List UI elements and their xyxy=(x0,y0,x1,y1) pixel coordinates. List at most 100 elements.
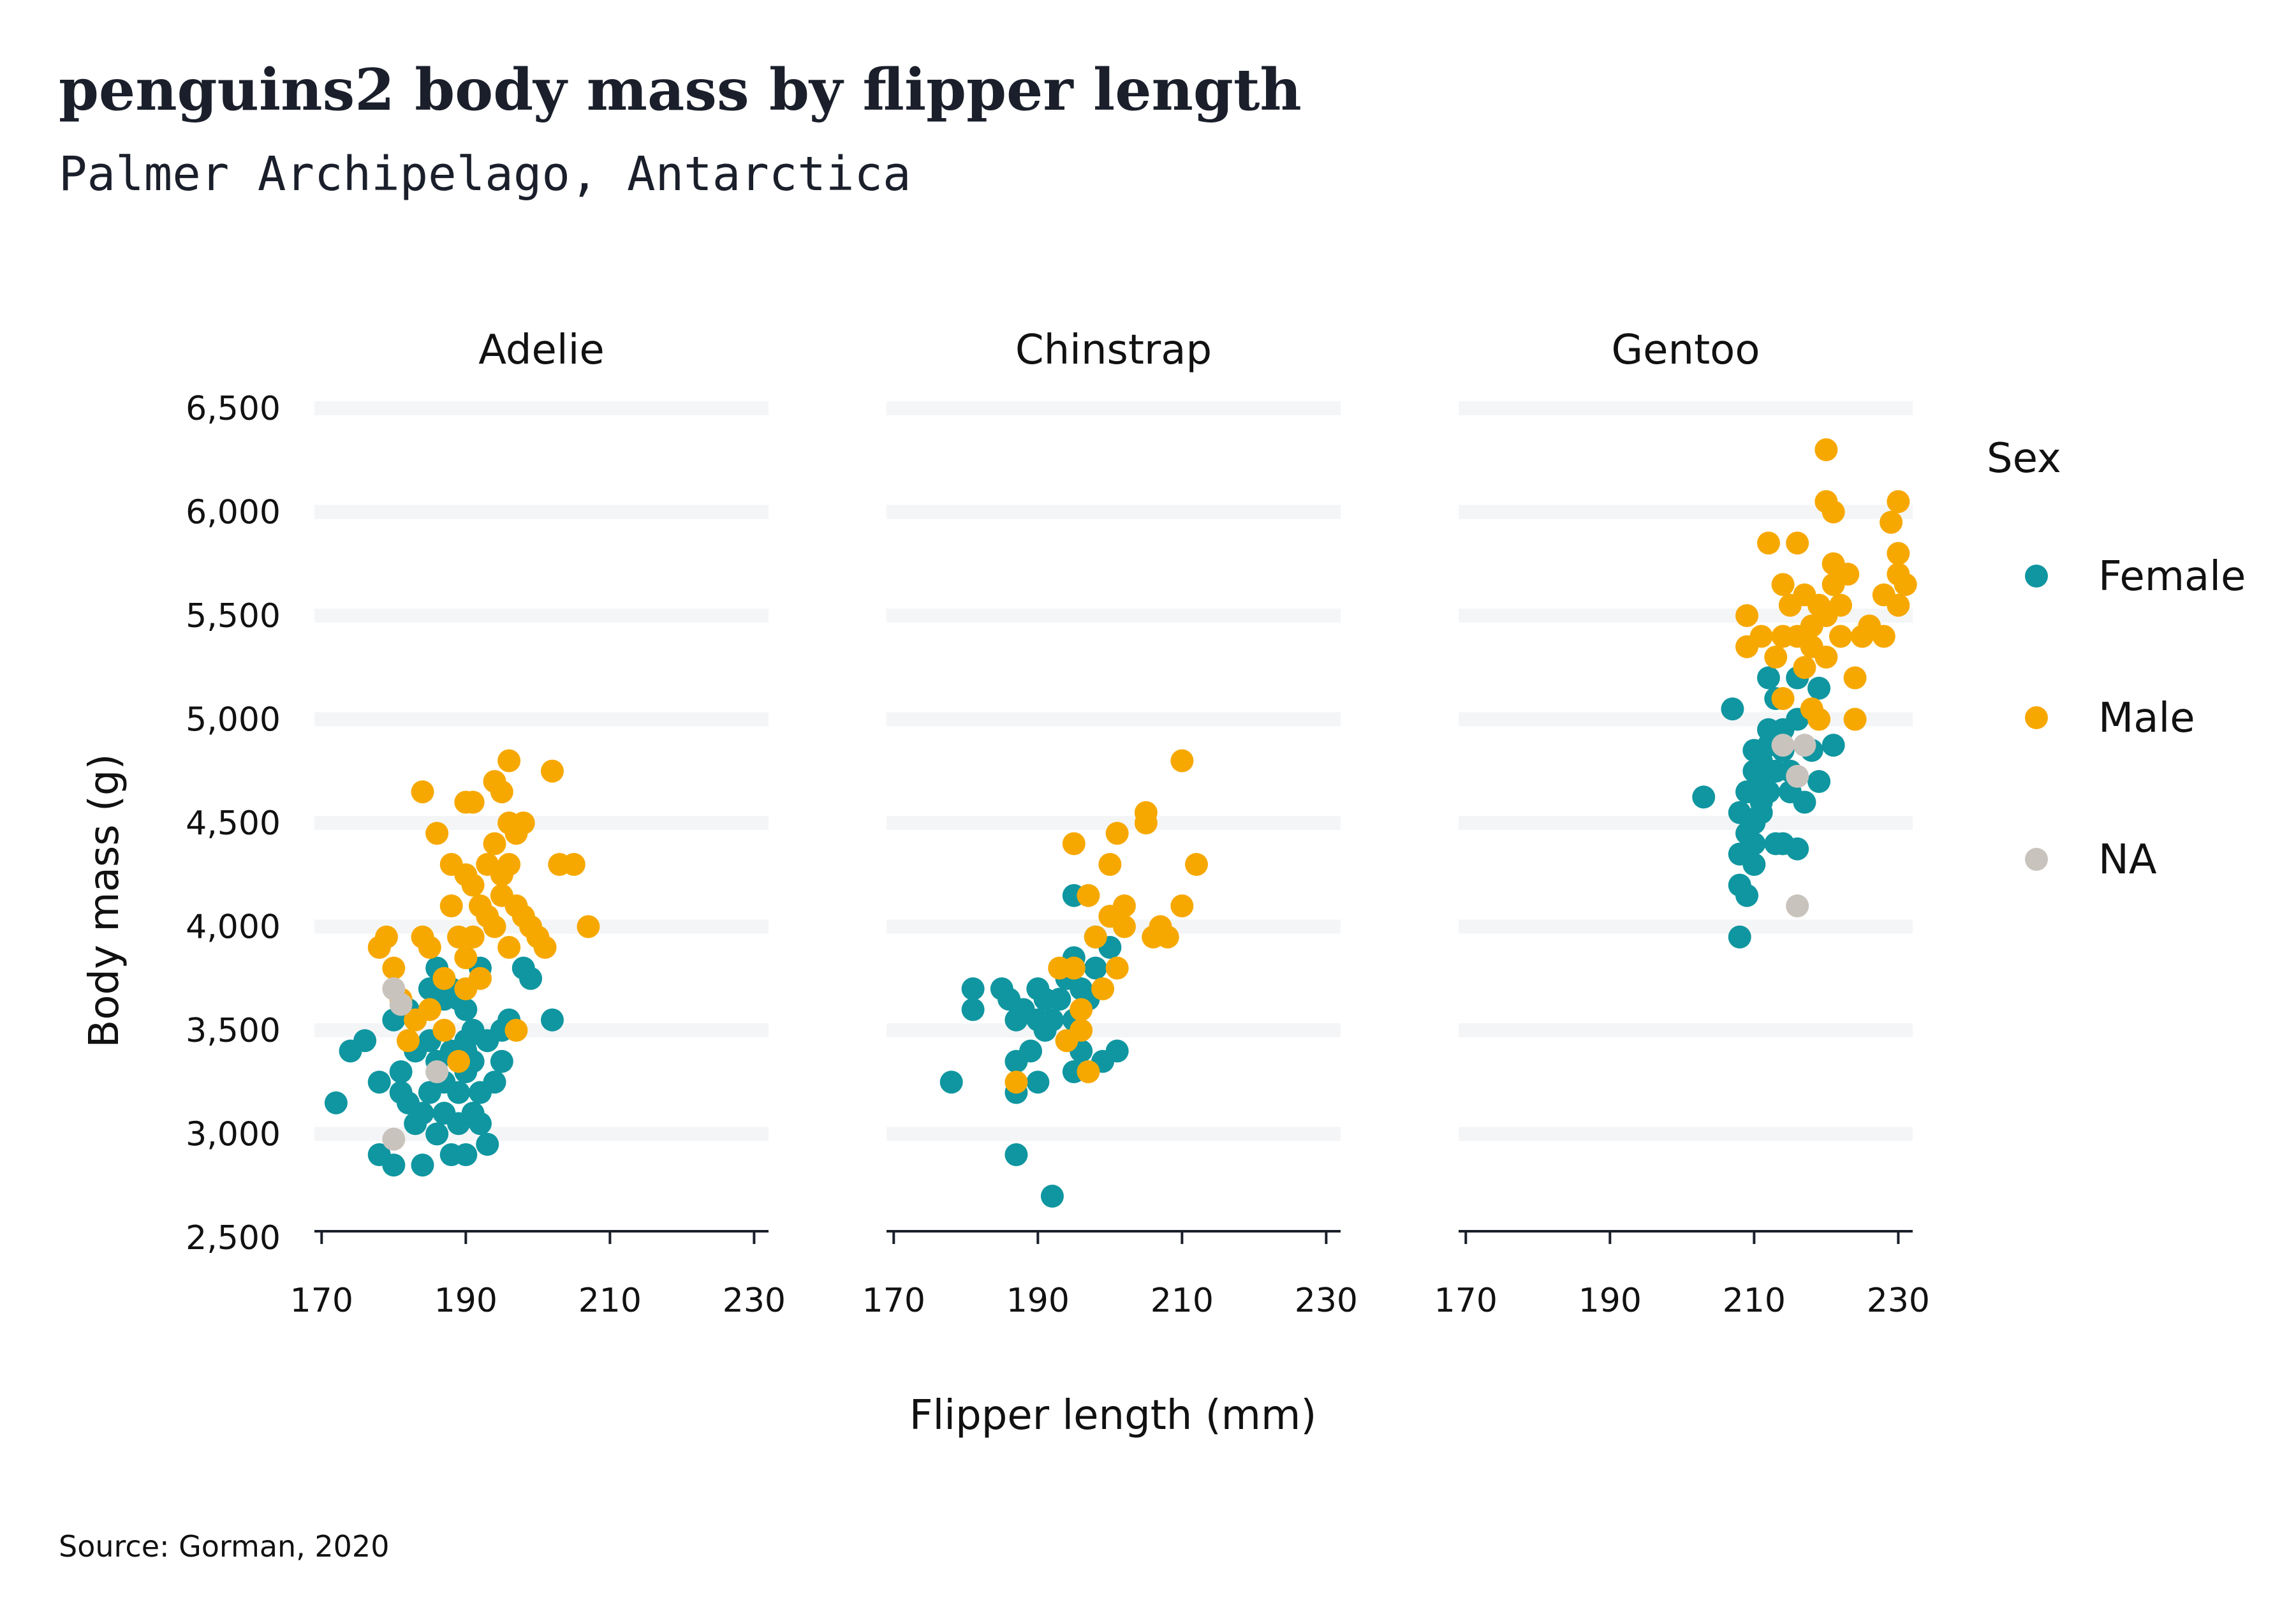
y-tick-label: 2,500 xyxy=(186,1219,281,1257)
data-point xyxy=(1764,646,1788,669)
data-point xyxy=(1170,749,1194,773)
data-point xyxy=(1793,656,1816,679)
data-point xyxy=(425,1060,449,1083)
data-point xyxy=(1134,811,1158,834)
data-point xyxy=(1771,687,1795,710)
data-point xyxy=(1872,625,1895,648)
data-point xyxy=(1786,764,1809,788)
data-point xyxy=(504,1019,528,1042)
data-point xyxy=(447,1081,471,1104)
x-tick-label: 190 xyxy=(434,1282,497,1320)
gridlines xyxy=(314,401,1913,1141)
legend-title: Sex xyxy=(1987,435,2061,482)
data-point xyxy=(1880,510,1903,534)
chart-subtitle: Palmer Archipelago, Antarctica xyxy=(59,147,911,202)
data-point xyxy=(1112,915,1136,938)
data-point xyxy=(1721,697,1744,721)
y-tick-label: 6,500 xyxy=(186,390,281,428)
data-point xyxy=(432,966,456,990)
data-point xyxy=(961,977,985,1000)
data-point xyxy=(1062,956,1085,980)
data-point xyxy=(1742,853,1766,876)
facet-label: Gentoo xyxy=(1612,327,1760,374)
data-point xyxy=(1771,573,1795,596)
gridline xyxy=(887,1023,1341,1037)
data-point xyxy=(411,1153,434,1177)
data-point xyxy=(1814,646,1838,669)
data-point xyxy=(382,956,406,980)
data-point xyxy=(533,936,557,959)
data-point xyxy=(1756,780,1780,804)
x-tick-label: 230 xyxy=(1867,1282,1930,1320)
chart-title: penguins2 body mass by flipper length xyxy=(59,56,1302,124)
legend-label: NA xyxy=(2098,836,2157,884)
data-point xyxy=(1742,832,1766,855)
data-point xyxy=(1749,801,1773,824)
data-point xyxy=(1829,593,1852,617)
data-point xyxy=(1800,697,1823,721)
data-point xyxy=(1735,604,1759,627)
data-point xyxy=(1756,666,1780,690)
x-tick-label: 210 xyxy=(1723,1282,1786,1320)
data-point xyxy=(1105,822,1129,845)
data-point xyxy=(1019,1039,1043,1063)
data-point xyxy=(1004,1143,1028,1166)
data-point xyxy=(1843,707,1867,731)
legend: Sex Female Male NA xyxy=(1987,435,2246,884)
data-point xyxy=(411,780,434,804)
data-point xyxy=(519,966,543,990)
data-point xyxy=(1756,531,1780,555)
data-point xyxy=(1756,718,1780,741)
data-point xyxy=(939,1070,963,1094)
y-axis-title: Body mass (g) xyxy=(81,753,128,1048)
legend-key xyxy=(2025,848,2048,871)
data-point xyxy=(1887,542,1910,565)
data-point xyxy=(468,966,492,990)
y-tick-label: 3,000 xyxy=(186,1116,281,1154)
data-point xyxy=(1105,1039,1129,1063)
data-point xyxy=(1084,956,1107,980)
data-point xyxy=(1026,1070,1050,1094)
data-point xyxy=(461,1019,485,1042)
legend-label: Female xyxy=(2098,553,2246,600)
data-point xyxy=(1887,593,1910,617)
data-point xyxy=(1807,770,1831,793)
data-point xyxy=(389,993,413,1016)
data-point xyxy=(1843,666,1867,690)
data-point xyxy=(1070,998,1093,1021)
data-point xyxy=(454,1143,478,1166)
data-point xyxy=(1771,734,1795,757)
data-point xyxy=(1084,925,1107,949)
gridline xyxy=(314,609,769,623)
data-point xyxy=(490,780,513,804)
gridline xyxy=(314,1023,769,1037)
data-point xyxy=(447,1049,471,1073)
x-tick-label: 230 xyxy=(723,1282,786,1320)
data-point xyxy=(1814,438,1838,461)
legend-key xyxy=(2025,706,2048,729)
x-tick-label: 210 xyxy=(1151,1282,1214,1320)
x-tick-label: 190 xyxy=(1006,1282,1070,1320)
gridline xyxy=(314,712,769,727)
gridline xyxy=(1459,1127,1913,1141)
data-point xyxy=(1887,490,1910,514)
data-point xyxy=(961,998,985,1021)
data-point xyxy=(1062,832,1085,855)
data-point xyxy=(1786,894,1809,917)
y-tick-label: 4,000 xyxy=(186,908,281,947)
data-point xyxy=(1793,734,1816,757)
y-tick-label: 4,500 xyxy=(186,804,281,843)
data-point xyxy=(1735,884,1759,907)
data-point xyxy=(1156,925,1179,949)
x-tick-label: 230 xyxy=(1295,1282,1358,1320)
data-point xyxy=(1728,925,1751,949)
data-point xyxy=(418,998,441,1021)
data-point xyxy=(1894,573,1917,596)
data-point xyxy=(353,1029,377,1053)
data-point xyxy=(461,790,485,814)
data-point xyxy=(461,873,485,897)
data-points xyxy=(324,438,1917,1208)
gridline xyxy=(887,712,1341,727)
data-point xyxy=(389,1060,413,1083)
